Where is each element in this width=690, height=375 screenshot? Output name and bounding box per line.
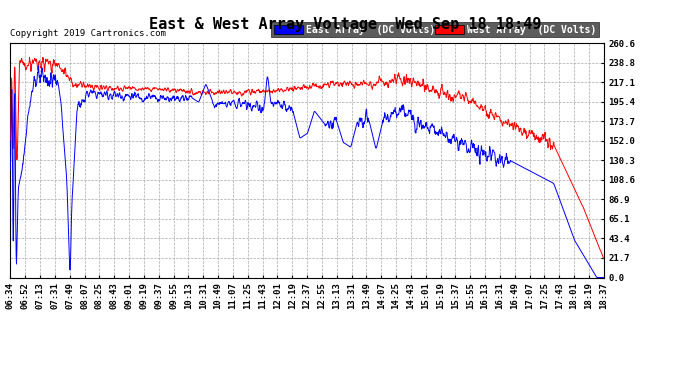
Text: Copyright 2019 Cartronics.com: Copyright 2019 Cartronics.com [10,30,166,39]
Text: East & West Array Voltage  Wed Sep 18 18:49: East & West Array Voltage Wed Sep 18 18:… [149,17,541,32]
Legend: East Array  (DC Volts), West Array  (DC Volts): East Array (DC Volts), West Array (DC Vo… [271,22,599,37]
